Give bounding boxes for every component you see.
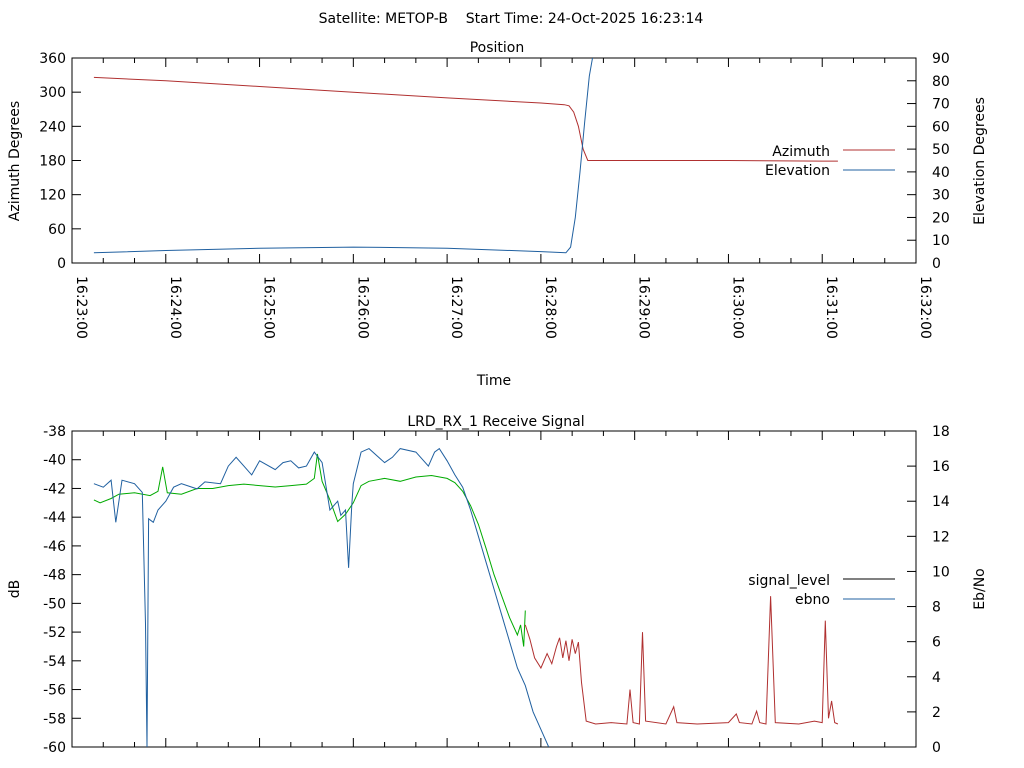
signal-y-tick-label: -56 (43, 683, 66, 699)
position-x-tick-label: 16:29:00 (636, 276, 652, 339)
signal-series-signal-level (524, 596, 839, 725)
signal-y-tick-label: -42 (43, 481, 66, 497)
signal-y-tick-label: -58 (43, 711, 66, 727)
position-y2-tick-label: 70 (932, 97, 950, 113)
signal-chart: LRD_RX_1 Receive Signal -60 -58 -56 -54 -52 -… (7, 414, 988, 756)
signal-y-tick-label: -46 (43, 539, 66, 555)
position-y2-tick-label: 90 (932, 51, 950, 67)
legend-label-azimuth: Azimuth (772, 144, 830, 160)
position-x-tick-label: 16:25:00 (261, 276, 277, 339)
position-series-azimuth (93, 76, 838, 162)
signal-y2-tick-label: 18 (932, 424, 950, 440)
header-title: Satellite: METOP-B Start Time: 24-Oct-20… (319, 11, 704, 27)
signal-y-tick-label: -44 (43, 510, 66, 526)
position-y2-tick-label: 50 (932, 142, 950, 158)
signal-y2-tick-label: 6 (932, 635, 941, 651)
position-x-tick-label: 16:27:00 (448, 276, 464, 339)
signal-y-tick-label: -60 (43, 740, 66, 756)
signal-y-tick-label: -54 (43, 654, 66, 670)
position-y-tick-label: 300 (39, 85, 66, 101)
legend-label-signal-level: signal_level (748, 573, 830, 589)
position-chart-title: Position (470, 40, 525, 56)
position-x-tick-label: 16:30:00 (729, 276, 745, 339)
signal-y-tick-label: -40 (43, 453, 66, 469)
position-y2-axis-label: Elevation Degrees (972, 97, 988, 225)
position-x-tick-label: 16:26:00 (354, 276, 370, 339)
position-y2-tick-label: 60 (932, 119, 950, 135)
signal-y2-tick-label: 0 (932, 740, 941, 756)
signal-series-signal-level (93, 453, 526, 647)
position-x-tick-label: 16:31:00 (823, 276, 839, 339)
position-y-tick-label: 360 (39, 51, 66, 67)
signal-y2-tick-label: 10 (932, 564, 950, 580)
position-legend: Azimuth Elevation (765, 144, 895, 179)
position-x-tick-label: 16:28:00 (542, 276, 558, 339)
position-x-tick-label: 16:24:00 (167, 276, 183, 339)
position-y2-tick-label: 20 (932, 210, 950, 226)
position-y2-tick-label: 0 (932, 256, 941, 272)
signal-y-axis-label: dB (7, 580, 23, 599)
signal-series-ebno (93, 447, 550, 747)
position-x-tick-label: 16:32:00 (917, 276, 933, 339)
legend-label-ebno: ebno (795, 592, 830, 608)
signal-plot-frame (71, 430, 917, 748)
position-x-axis-label: Time (476, 373, 511, 389)
position-series-elevation (93, 58, 593, 254)
signal-y-tick-label: -38 (43, 424, 66, 440)
signal-y-tick-label: -50 (43, 596, 66, 612)
position-y-tick-label: 180 (39, 154, 66, 170)
position-y-tick-label: 0 (57, 256, 66, 272)
signal-y-tick-label: -52 (43, 625, 66, 641)
signal-y-tick-label: -48 (43, 568, 66, 584)
position-x-tick-label: 16:23:00 (73, 276, 89, 339)
signal-y2-tick-label: 8 (932, 600, 941, 616)
signal-y2-tick-label: 12 (932, 529, 950, 545)
position-y-tick-label: 60 (48, 222, 66, 238)
position-y2-tick-label: 10 (932, 233, 950, 249)
legend-label-elevation: Elevation (765, 163, 830, 179)
signal-y2-tick-label: 4 (932, 670, 941, 686)
signal-y2-tick-label: 14 (932, 494, 950, 510)
signal-chart-title: LRD_RX_1 Receive Signal (407, 414, 584, 430)
position-y-axis-label: Azimuth Degrees (7, 101, 23, 221)
position-y2-tick-label: 80 (932, 74, 950, 90)
position-y-tick-label: 240 (39, 119, 66, 135)
signal-y2-tick-label: 2 (932, 705, 941, 721)
position-chart: Position 16:23:00 16:24:00 16:25:00 16:26:0… (7, 40, 988, 389)
position-y-tick-label: 120 (39, 188, 66, 204)
position-y2-tick-label: 40 (932, 165, 950, 181)
signal-y2-tick-label: 16 (932, 459, 950, 475)
signal-legend: signal_level ebno (748, 573, 895, 608)
position-y2-tick-label: 30 (932, 188, 950, 204)
signal-y2-axis-label: Eb/No (972, 568, 988, 610)
